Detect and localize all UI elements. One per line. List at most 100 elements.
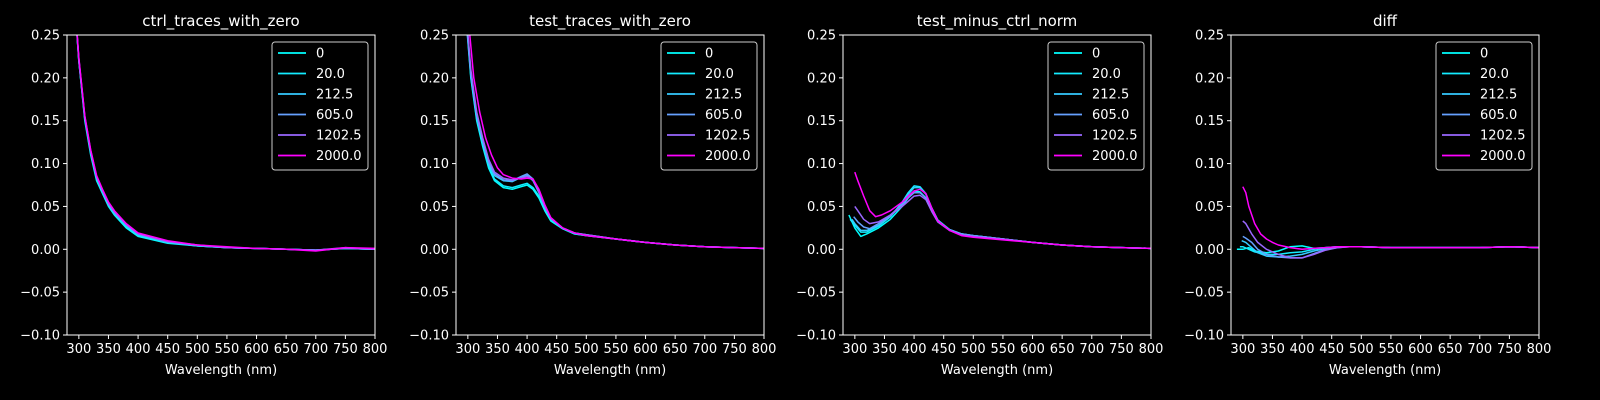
x-tick-label: 700 [303, 342, 328, 357]
y-tick-label: 0.20 [807, 71, 836, 86]
x-tick-label: 300 [1230, 342, 1255, 357]
x-tick-label: 500 [574, 342, 599, 357]
x-tick-label: 650 [274, 342, 299, 357]
y-tick-label: 0.15 [31, 114, 60, 129]
y-tick-label: 0.15 [1195, 114, 1224, 129]
axes-frame [842, 34, 1152, 336]
axes-frame [66, 34, 376, 336]
legend-label: 212.5 [1480, 88, 1517, 103]
x-tick-label: 650 [1050, 342, 1075, 357]
series-line-5 [76, 35, 375, 252]
legend-label: 605.0 [1092, 108, 1129, 123]
y-tick-label: −0.05 [409, 286, 449, 301]
x-tick-label: 800 [1527, 342, 1552, 357]
x-axis-label: Wavelength (nm) [554, 363, 666, 378]
x-tick-label: 550 [604, 342, 629, 357]
x-tick-label: 450 [544, 342, 569, 357]
x-tick-label: 550 [991, 342, 1016, 357]
legend-label: 0 [705, 47, 713, 62]
chart-panel-2: 300 350 400 450 500 550 600 650 700 750 800 −0.10 −0… [409, 12, 776, 378]
legend-label: 212.5 [1092, 88, 1129, 103]
x-tick-label: 600 [1020, 342, 1045, 357]
x-tick-label: 450 [155, 342, 180, 357]
x-axis-label: Wavelength (nm) [1329, 363, 1441, 378]
x-tick-label: 600 [244, 342, 269, 357]
x-tick-label: 600 [633, 342, 658, 357]
legend-label: 212.5 [705, 88, 742, 103]
x-tick-label: 550 [1379, 342, 1404, 357]
legend-label: 605.0 [705, 108, 742, 123]
legend-label: 2000.0 [705, 149, 751, 164]
y-tick-label: 0.10 [420, 157, 449, 172]
chart-title: diff [1373, 12, 1398, 30]
series-line-5 [1242, 186, 1539, 251]
series-line-4 [1242, 220, 1539, 259]
legend: 0 20.0 212.5 605.0 1202.5 2000.0 [1435, 41, 1533, 171]
chart-title: ctrl_traces_with_zero [142, 12, 299, 31]
y-tick-label: 0.05 [31, 200, 60, 215]
x-tick-label: 400 [1290, 342, 1315, 357]
legend-label: 0 [316, 47, 324, 62]
x-tick-label: 500 [185, 342, 210, 357]
series-group [76, 35, 375, 252]
series-line-5 [469, 35, 764, 250]
chart-title: test_traces_with_zero [529, 12, 691, 31]
legend-label: 1202.5 [705, 129, 751, 144]
y-tick-label: 0.15 [420, 114, 449, 129]
series-group [1236, 186, 1539, 259]
y-tick-label: 0.10 [31, 157, 60, 172]
x-tick-label: 300 [842, 342, 867, 357]
series-line-5 [854, 171, 1151, 250]
legend-label: 605.0 [1480, 108, 1517, 123]
x-tick-label: 750 [1109, 342, 1134, 357]
x-tick-label: 650 [663, 342, 688, 357]
x-tick-label: 700 [1079, 342, 1104, 357]
x-tick-label: 350 [872, 342, 897, 357]
x-tick-label: 750 [722, 342, 747, 357]
y-tick-label: 0.25 [1195, 29, 1224, 44]
legend: 0 20.0 212.5 605.0 1202.5 2000.0 [660, 41, 758, 171]
legend-label: 2000.0 [316, 149, 362, 164]
y-tick-label: −0.10 [1184, 329, 1224, 344]
x-tick-label: 350 [96, 342, 121, 357]
y-tick-label: −0.05 [1184, 286, 1224, 301]
y-tick-label: 0.10 [1195, 157, 1224, 172]
legend-label: 0 [1092, 47, 1100, 62]
legend-label: 20.0 [1480, 67, 1509, 82]
chart-panel-3: 300 350 400 450 500 550 600 650 700 750 800 −0.10 −0… [796, 12, 1163, 378]
chart-title: test_minus_ctrl_norm [917, 12, 1078, 31]
y-tick-label: 0.15 [807, 114, 836, 129]
axes-frame [1230, 34, 1540, 336]
x-tick-label: 600 [1408, 342, 1433, 357]
x-tick-label: 800 [1139, 342, 1164, 357]
series-group [466, 35, 764, 250]
legend-label: 20.0 [1092, 67, 1121, 82]
y-tick-label: −0.10 [796, 329, 836, 344]
y-tick-label: 0.20 [1195, 71, 1224, 86]
y-tick-label: 0.25 [420, 29, 449, 44]
y-tick-label: −0.10 [409, 329, 449, 344]
series-group [848, 171, 1151, 250]
legend-label: 605.0 [316, 108, 353, 123]
x-tick-label: 800 [363, 342, 388, 357]
x-axis-label: Wavelength (nm) [165, 363, 277, 378]
legend-label: 1202.5 [1092, 129, 1138, 144]
y-tick-label: 0.00 [31, 243, 60, 258]
x-tick-label: 400 [515, 342, 540, 357]
axes-frame [455, 34, 765, 336]
x-tick-label: 450 [1319, 342, 1344, 357]
x-tick-label: 650 [1438, 342, 1463, 357]
y-tick-label: −0.10 [20, 329, 60, 344]
legend-label: 20.0 [316, 67, 345, 82]
legend-label: 2000.0 [1092, 149, 1138, 164]
x-tick-label: 500 [961, 342, 986, 357]
y-tick-label: −0.05 [796, 286, 836, 301]
legend: 0 20.0 212.5 605.0 1202.5 2000.0 [271, 41, 369, 171]
x-tick-label: 350 [1260, 342, 1285, 357]
legend-label: 1202.5 [1480, 129, 1526, 144]
x-tick-label: 800 [752, 342, 777, 357]
x-tick-label: 350 [485, 342, 510, 357]
y-tick-label: 0.05 [807, 200, 836, 215]
